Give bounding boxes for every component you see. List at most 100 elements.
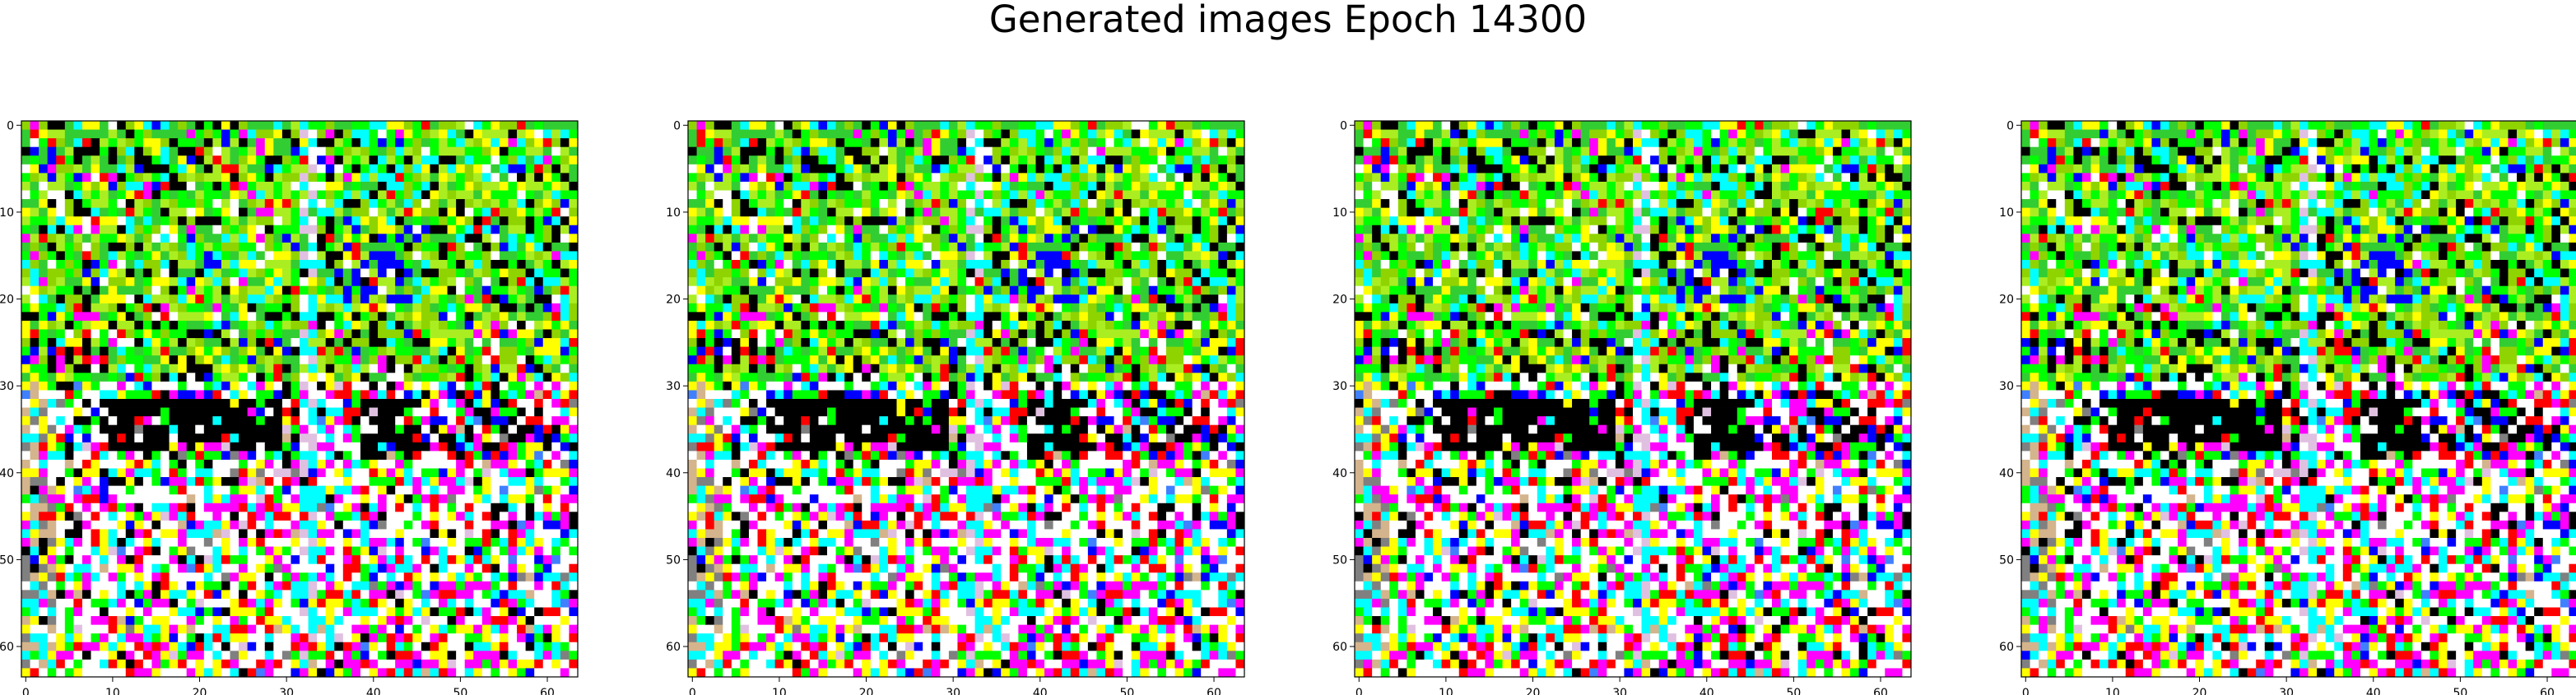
pixel-cell xyxy=(82,486,91,495)
pixel-cell xyxy=(151,408,160,417)
pixel-cell xyxy=(273,173,282,182)
pixel-cell xyxy=(91,355,100,364)
pixel-cell xyxy=(30,155,40,164)
pixel-cell xyxy=(187,243,196,252)
pixel-cell xyxy=(195,572,204,581)
pixel-cell xyxy=(82,660,91,669)
pixel-cell xyxy=(509,208,518,217)
pixel-cell xyxy=(378,208,387,217)
pixel-cell xyxy=(221,660,230,669)
pixel-cell xyxy=(879,173,888,182)
pixel-cell xyxy=(300,182,309,191)
pixel-cell xyxy=(932,138,941,147)
pixel-cell xyxy=(273,668,282,677)
pixel-cell xyxy=(100,608,109,617)
pixel-cell xyxy=(248,373,257,382)
pixel-cell xyxy=(187,477,196,486)
pixel-cell xyxy=(517,633,526,642)
pixel-cell xyxy=(1105,121,1114,130)
pixel-cell xyxy=(282,269,291,278)
pixel-cell xyxy=(39,321,48,330)
pixel-cell xyxy=(1105,173,1114,182)
pixel-cell xyxy=(317,347,326,356)
pixel-cell xyxy=(109,555,118,564)
pixel-cell xyxy=(465,138,474,147)
pixel-cell xyxy=(370,347,379,356)
pixel-cell xyxy=(317,425,326,434)
pixel-cell xyxy=(248,330,257,339)
pixel-cell xyxy=(1183,191,1193,200)
pixel-cell xyxy=(509,512,518,521)
pixel-cell xyxy=(560,382,570,391)
pixel-cell xyxy=(317,373,326,382)
pixel-cell xyxy=(871,191,880,200)
pixel-cell xyxy=(775,199,784,208)
pixel-cell xyxy=(940,182,949,191)
pixel-cell xyxy=(543,547,552,556)
pixel-cell xyxy=(143,503,152,512)
pixel-cell xyxy=(526,373,535,382)
pixel-cell xyxy=(326,416,335,425)
pixel-cell xyxy=(1027,138,1036,147)
pixel-cell xyxy=(160,425,170,434)
pixel-cell xyxy=(351,138,360,147)
pixel-cell xyxy=(309,182,318,191)
pixel-cell xyxy=(282,538,291,547)
pixel-cell xyxy=(334,286,343,295)
pixel-cell xyxy=(509,564,518,573)
pixel-cell xyxy=(387,486,396,495)
pixel-cell xyxy=(1123,138,1132,147)
pixel-cell xyxy=(560,390,570,399)
pixel-cell xyxy=(91,668,100,677)
pixel-cell xyxy=(1132,121,1141,130)
pixel-cell xyxy=(351,294,360,303)
pixel-cell xyxy=(395,547,404,556)
pixel-cell xyxy=(351,425,360,434)
pixel-cell xyxy=(195,121,204,130)
pixel-cell xyxy=(975,130,984,139)
pixel-cell xyxy=(21,147,30,156)
pixel-cell xyxy=(117,451,126,460)
pixel-cell xyxy=(317,642,326,651)
pixel-cell xyxy=(48,599,57,608)
pixel-cell xyxy=(465,277,474,286)
pixel-cell xyxy=(1001,208,1010,217)
pixel-cell xyxy=(491,269,500,278)
pixel-cell xyxy=(871,182,880,191)
pixel-cell xyxy=(688,199,697,208)
pixel-cell xyxy=(543,251,552,260)
pixel-cell xyxy=(351,303,360,313)
pixel-cell xyxy=(810,234,819,243)
pixel-cell xyxy=(569,625,578,634)
pixel-cell xyxy=(204,408,213,417)
pixel-cell xyxy=(151,581,160,591)
pixel-cell xyxy=(456,616,465,625)
pixel-cell xyxy=(482,208,491,217)
pixel-cell xyxy=(378,608,387,617)
pixel-cell xyxy=(473,199,482,208)
pixel-cell xyxy=(230,355,239,364)
pixel-cell xyxy=(265,147,274,156)
pixel-cell xyxy=(473,642,482,651)
pixel-cell xyxy=(766,138,775,147)
pixel-cell xyxy=(378,216,387,225)
pixel-cell xyxy=(73,330,82,339)
pixel-cell xyxy=(871,138,880,147)
pixel-cell xyxy=(195,216,204,225)
pixel-cell xyxy=(456,590,465,599)
pixel-cell xyxy=(21,138,30,147)
pixel-cell xyxy=(48,147,57,156)
pixel-cell xyxy=(517,564,526,573)
pixel-cell xyxy=(151,572,160,581)
pixel-cell xyxy=(117,303,126,313)
pixel-cell xyxy=(1036,191,1045,200)
pixel-cell xyxy=(82,286,91,295)
pixel-cell xyxy=(534,408,543,417)
pixel-cell xyxy=(212,294,221,303)
pixel-cell xyxy=(421,294,430,303)
pixel-cell xyxy=(456,191,465,200)
pixel-cell xyxy=(195,625,204,634)
pixel-cell xyxy=(1235,199,1244,208)
pixel-cell xyxy=(482,191,491,200)
pixel-cell xyxy=(317,668,326,677)
